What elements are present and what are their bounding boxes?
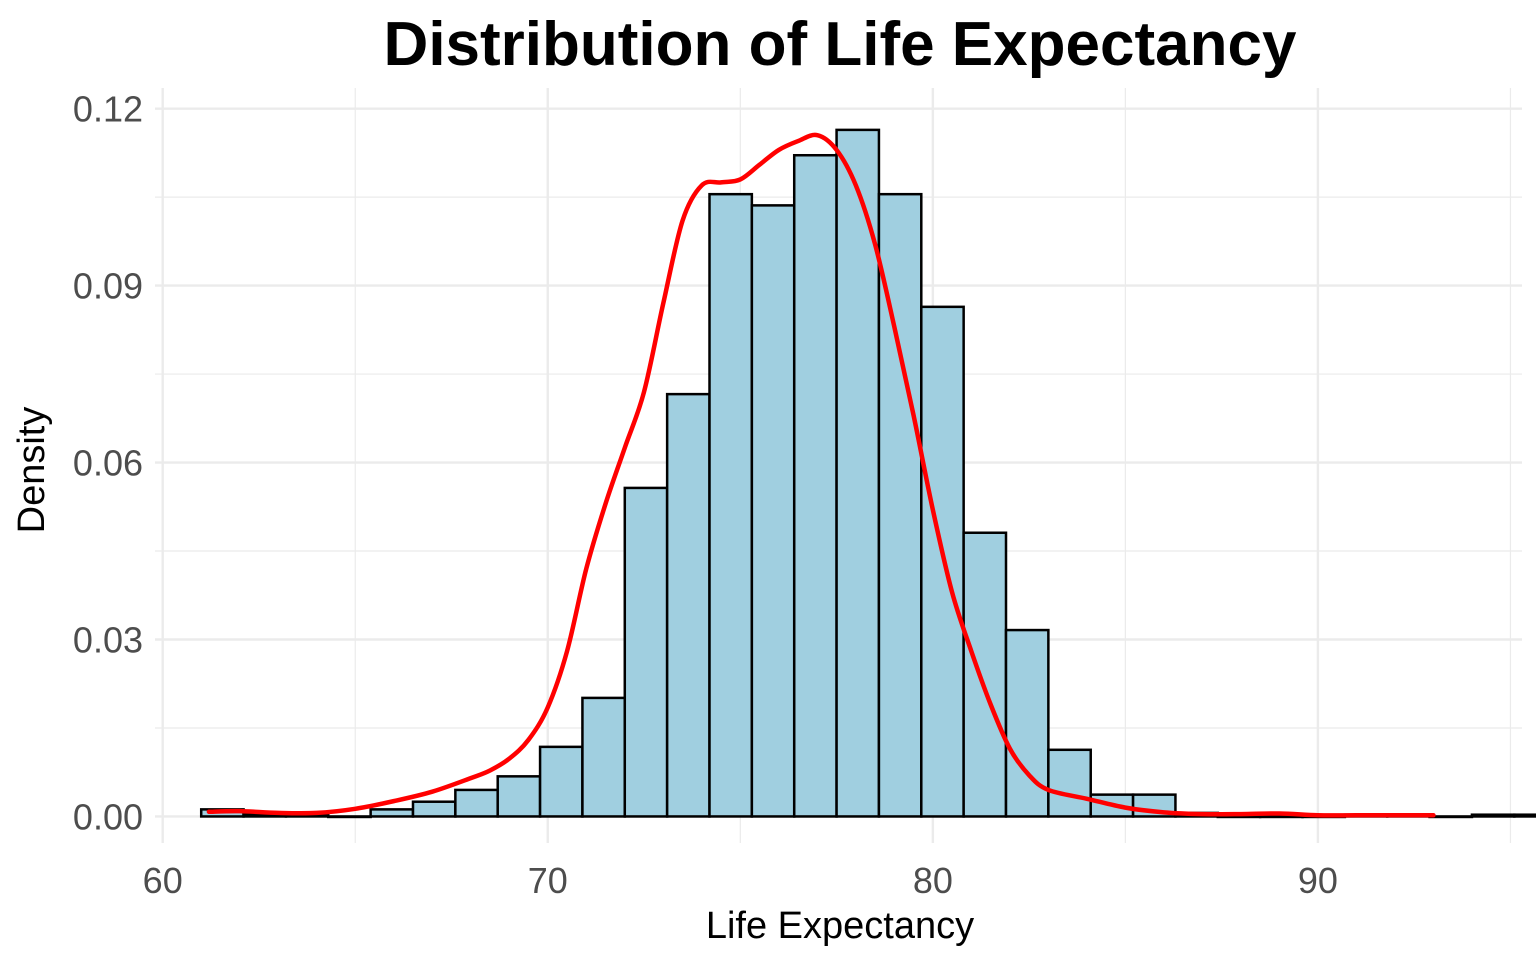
chart-title: Distribution of Life Expectancy — [384, 10, 1297, 79]
y-tick-label: 0.12 — [73, 89, 143, 130]
density-curve-layer — [206, 132, 1436, 818]
y-tick-label: 0.00 — [73, 796, 143, 837]
x-tick-label: 70 — [528, 860, 568, 901]
x-tick-label: 60 — [143, 860, 183, 901]
histogram-bar — [454, 788, 499, 818]
histogram-bar — [1258, 815, 1304, 819]
histogram-bars — [199, 128, 1536, 819]
y-tick-label: 0.09 — [73, 266, 143, 307]
density-curve — [206, 132, 1436, 818]
y-tick-label: 0.06 — [73, 443, 143, 484]
histogram-bar — [581, 696, 627, 818]
histogram-bar — [1047, 748, 1092, 818]
y-axis-label: Density — [11, 407, 53, 534]
histogram-bar — [665, 392, 711, 818]
histogram-bar — [835, 128, 881, 818]
histogram-bar — [411, 800, 457, 818]
histogram-bar — [750, 204, 796, 818]
histogram-bar — [1470, 813, 1516, 818]
histogram-bar — [1513, 813, 1536, 818]
histogram-bar — [708, 192, 754, 818]
histogram-bar — [496, 775, 542, 818]
histogram-bar — [1216, 815, 1262, 819]
histogram-bar — [1428, 815, 1474, 819]
histogram-bar — [792, 153, 838, 818]
histogram-bar — [538, 745, 584, 818]
x-tick-label: 80 — [913, 860, 953, 901]
y-axis-ticks: 0.00 0.03 0.06 0.09 0.12 — [73, 89, 143, 838]
histogram-bar — [623, 486, 669, 818]
histogram-bar — [327, 815, 372, 819]
y-tick-label: 0.03 — [73, 620, 143, 661]
x-axis-label: Life Expectancy — [706, 905, 974, 947]
histogram-bar — [962, 531, 1008, 818]
x-axis-ticks: 60 70 80 90 — [143, 860, 1338, 901]
histogram-bar — [369, 808, 415, 818]
x-tick-label: 90 — [1298, 860, 1338, 901]
